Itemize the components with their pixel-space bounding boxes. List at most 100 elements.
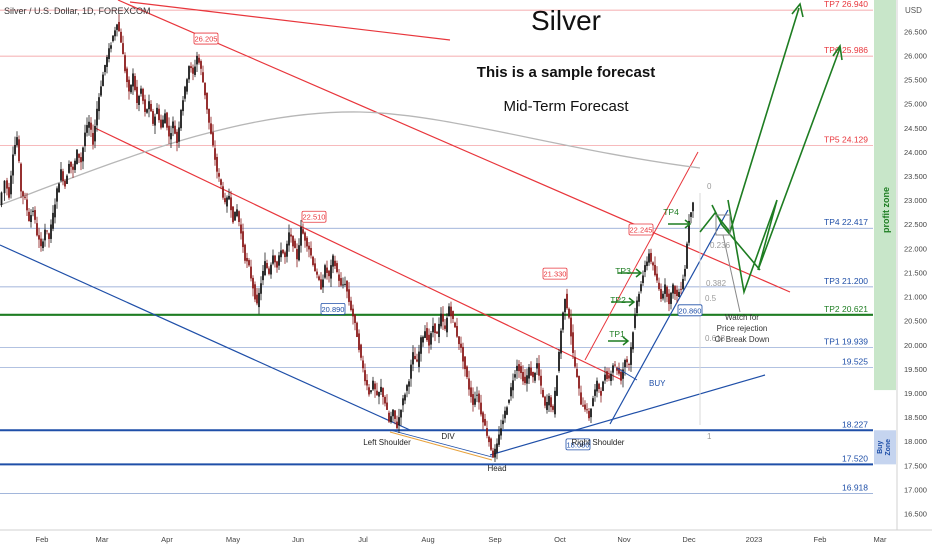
candle-body	[180, 109, 182, 129]
candle-body	[460, 343, 462, 348]
candle-body	[282, 249, 284, 254]
candle-body	[214, 148, 216, 160]
candle-body	[504, 410, 506, 419]
candle-body	[272, 255, 274, 264]
candle-body	[34, 210, 36, 220]
candle-body	[194, 66, 196, 75]
candle-body	[40, 238, 42, 247]
y-tick-label: 18.500	[904, 413, 927, 422]
candle-body	[138, 95, 140, 105]
candle-body	[32, 210, 34, 212]
x-tick-label: Mar	[874, 535, 887, 544]
currency-label: USD	[905, 6, 922, 15]
x-tick-label: Jul	[358, 535, 368, 544]
candle-body	[6, 180, 8, 189]
candle-body	[356, 322, 358, 337]
candle-body	[560, 330, 562, 354]
x-tick-label: May	[226, 535, 240, 544]
candle-body	[300, 227, 302, 246]
candle-body	[592, 398, 594, 407]
fib-label: 0.236	[710, 241, 731, 250]
candle-body	[324, 265, 326, 278]
candle-body	[644, 265, 646, 273]
candle-body	[634, 314, 636, 328]
candle-body	[342, 284, 344, 286]
candle-body	[144, 99, 146, 112]
levels-layer: TP7 26.940 TP6 25.986 TP5 24.129 TP4 22.417…	[0, 0, 873, 494]
candle-body	[404, 394, 406, 401]
candle-body	[78, 153, 80, 158]
candle-body	[0, 192, 3, 205]
y-tick-label: 21.000	[904, 293, 927, 302]
candle-body	[536, 363, 538, 369]
candle-body	[170, 133, 172, 140]
candle-body	[684, 268, 686, 277]
level-label-tp4: TP4 22.417	[824, 217, 868, 227]
forecast-arrow-path-2	[727, 47, 841, 296]
candle-body	[136, 86, 138, 103]
tp-arrows	[608, 219, 692, 346]
candle-body	[62, 171, 64, 182]
candle-body	[174, 125, 176, 134]
candle-body	[670, 292, 672, 304]
candle-body	[44, 229, 46, 241]
y-tick-label: 17.500	[904, 461, 927, 470]
candle-body	[182, 100, 184, 112]
annotation-labels-layer: 0 0.236 0.382 0.5 0.618 1 Left Shoulder Head Rig…	[363, 182, 769, 473]
candle-body	[52, 212, 54, 229]
candle-body	[266, 262, 268, 268]
candle-body	[268, 268, 270, 274]
candle-body	[228, 195, 230, 200]
candle-body	[614, 364, 616, 366]
level-label-l1: 19.525	[842, 357, 868, 367]
candle-body	[556, 375, 558, 396]
level-label-tp7: TP7 26.940	[824, 0, 868, 9]
candle-body	[126, 68, 128, 83]
candle-body	[600, 390, 602, 396]
candle-body	[348, 289, 350, 302]
candle-body	[604, 374, 606, 381]
candle-body	[346, 280, 348, 292]
level-label-tp6: TP6 25.986	[824, 45, 868, 55]
forecast-arrow-head-1	[791, 2, 804, 18]
candle-body	[508, 399, 510, 403]
candle-body	[104, 65, 106, 73]
div-line-blue	[389, 429, 493, 458]
candle-body	[302, 229, 304, 234]
candle-body	[464, 356, 466, 370]
candle-body	[156, 107, 158, 114]
chart-title: Silver	[531, 5, 601, 36]
candle-body	[164, 113, 166, 124]
candle-body	[252, 277, 254, 289]
candle-body	[152, 111, 154, 124]
candle-body	[642, 275, 644, 283]
candle-body	[290, 234, 292, 237]
candle-body	[216, 156, 218, 172]
candle-body	[80, 157, 82, 163]
candle-body	[628, 364, 630, 366]
y-tick-label: 20.500	[904, 317, 927, 326]
candle-body	[244, 244, 246, 261]
candle-body	[224, 198, 226, 203]
candle-body	[276, 261, 278, 268]
annotation-head: Head	[487, 464, 506, 473]
candle-body	[532, 371, 534, 378]
candle-body	[638, 293, 640, 302]
candle-body	[160, 119, 162, 128]
candle-body	[488, 436, 490, 443]
candle-body	[408, 381, 410, 387]
candle-body	[448, 306, 450, 316]
candle-body	[140, 88, 142, 94]
candle-body	[442, 314, 444, 322]
candle-body	[558, 351, 560, 371]
candle-body	[16, 137, 18, 146]
candle-body	[120, 31, 122, 43]
candle-body	[512, 380, 514, 391]
price-tags-layer: 26.205 22.510 20.890 21.330 22.245 20.860 18.0…	[193, 32, 703, 451]
y-tick-label: 25.500	[904, 76, 927, 85]
candle-body	[98, 97, 100, 112]
price-tag-text: 18.080	[567, 440, 590, 449]
candle-body	[100, 86, 102, 96]
